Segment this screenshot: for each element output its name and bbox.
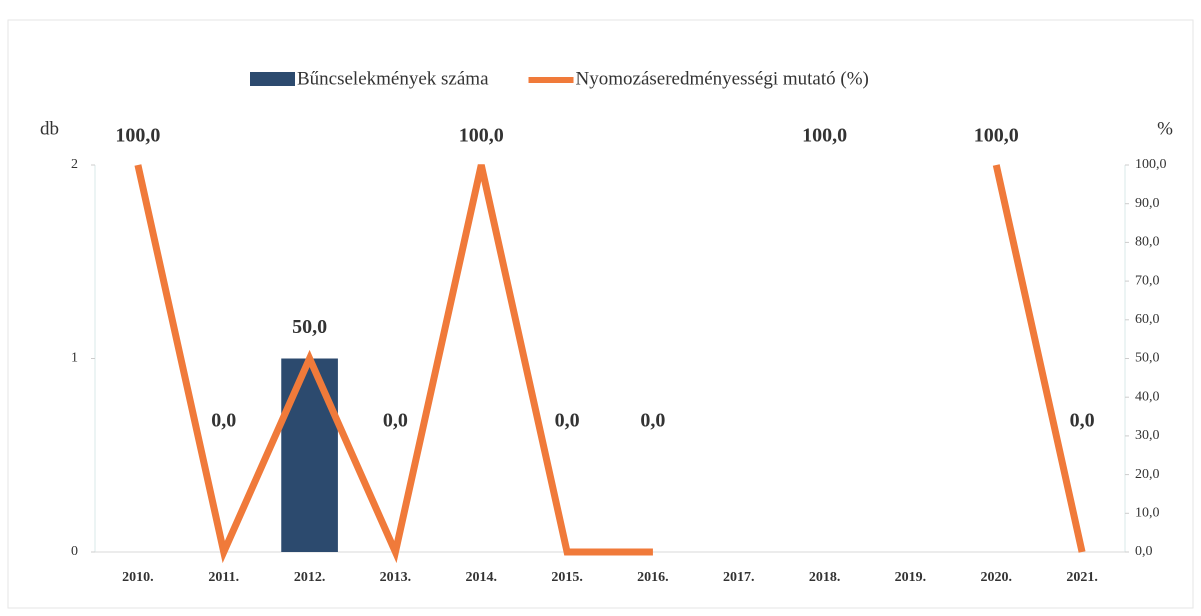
- y-axis-label: db: [40, 118, 59, 139]
- y2-tick-label: 100,0: [1135, 157, 1167, 172]
- data-label: 0,0: [211, 410, 236, 432]
- legend-label: Nyomozáseredményességi mutató (%): [576, 68, 869, 89]
- x-tick-label: 2011.: [208, 570, 239, 585]
- y2-tick-label: 60,0: [1135, 312, 1160, 327]
- x-tick-label: 2014.: [466, 570, 498, 585]
- x-tick-label: 2017.: [723, 570, 755, 585]
- x-tick-label: 2012.: [294, 570, 326, 585]
- x-tick-label: 2015.: [551, 570, 583, 585]
- y2-tick-label: 80,0: [1135, 235, 1160, 250]
- x-tick-label: 2016.: [637, 570, 669, 585]
- data-label: 0,0: [555, 410, 580, 432]
- legend-label: Bűncselekmények száma: [297, 68, 489, 89]
- y-tick-label: 0: [71, 544, 78, 559]
- data-label: 100,0: [974, 125, 1019, 147]
- y2-tick-label: 10,0: [1135, 506, 1160, 521]
- data-label: 100,0: [802, 125, 847, 147]
- y2-tick-label: 40,0: [1135, 389, 1160, 404]
- data-label: 0,0: [1070, 410, 1095, 432]
- legend-swatch: [528, 77, 574, 83]
- data-label: 0,0: [383, 410, 408, 432]
- y-tick-label: 1: [71, 351, 78, 366]
- line: [134, 164, 1086, 564]
- data-label: 50,0: [292, 316, 327, 338]
- data-label: 100,0: [459, 125, 504, 147]
- chart-frame: [7, 19, 1194, 609]
- y-tick-label: 2: [71, 157, 78, 172]
- data-label: 0,0: [640, 410, 665, 432]
- x-tick-label: 2019.: [895, 570, 927, 585]
- x-tick-label: 2020.: [981, 570, 1013, 585]
- x-tick-label: 2021.: [1066, 570, 1098, 585]
- bar: [281, 358, 338, 552]
- x-tick-label: 2018.: [809, 570, 841, 585]
- data-label: 100,0: [115, 125, 160, 147]
- y2-tick-label: 0,0: [1135, 544, 1153, 559]
- y2-tick-label: 50,0: [1135, 351, 1160, 366]
- x-tick-label: 2010.: [122, 570, 154, 585]
- y2-tick-label: 30,0: [1135, 428, 1160, 443]
- y2-tick-label: 90,0: [1135, 196, 1160, 211]
- y2-tick-label: 70,0: [1135, 273, 1160, 288]
- y2-axis-label: %: [1157, 118, 1173, 139]
- x-tick-label: 2013.: [380, 570, 412, 585]
- legend-swatch: [250, 72, 295, 86]
- y2-tick-label: 20,0: [1135, 467, 1160, 482]
